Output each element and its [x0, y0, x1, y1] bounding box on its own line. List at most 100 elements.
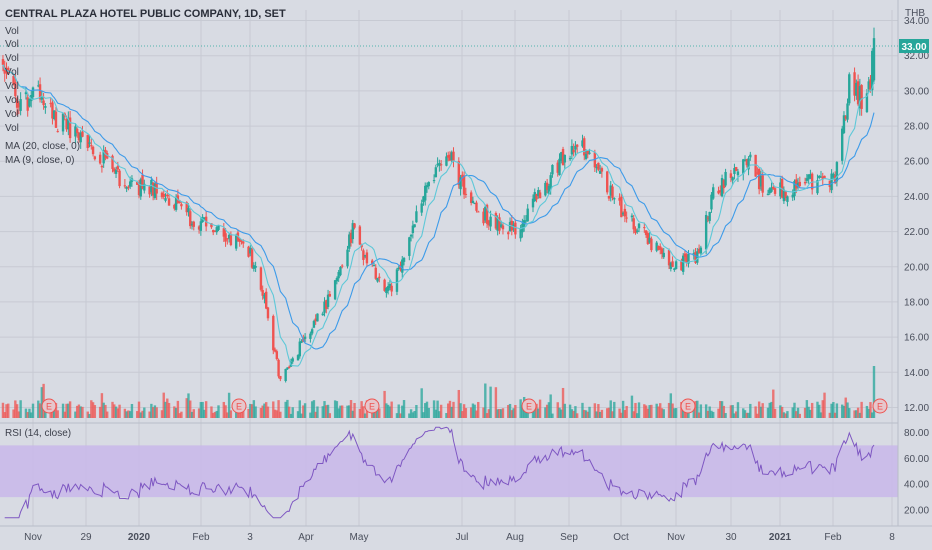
volume-bar	[674, 408, 678, 418]
volume-bar	[263, 403, 266, 418]
candle-up	[31, 86, 35, 100]
candle-up	[805, 173, 809, 184]
candle-down	[265, 288, 268, 310]
legend-vol[interactable]: Vol	[5, 123, 19, 134]
volume-bar	[512, 408, 515, 418]
volume-bar	[773, 408, 777, 418]
candle-down	[192, 220, 195, 231]
grid-lines	[0, 10, 898, 526]
candle-down	[475, 200, 478, 213]
volume-bar	[452, 401, 455, 418]
earnings-marker[interactable]: E	[521, 398, 537, 414]
legend-vol[interactable]: Vol	[5, 81, 19, 92]
indicator-legend[interactable]: Vol Vol Vol Vol Vol Vol Vol Vol MA (20, …	[5, 26, 80, 166]
volume-bar	[795, 411, 798, 418]
candle-down	[325, 299, 328, 314]
candle-up	[673, 267, 676, 272]
candle-down	[383, 278, 386, 292]
candle-up	[339, 266, 342, 277]
volume-bar	[402, 400, 406, 418]
volume-bar	[309, 412, 312, 418]
volume-bar	[118, 404, 121, 418]
earnings-marker[interactable]: E	[231, 398, 247, 414]
earnings-marker[interactable]: E	[680, 398, 696, 414]
volume-bar	[660, 408, 664, 418]
candle-up	[819, 170, 823, 178]
legend-ma-9[interactable]: MA (9, close, 0)	[5, 155, 74, 166]
volume-bar	[79, 406, 82, 418]
candle-up	[598, 164, 602, 174]
earnings-marker[interactable]: E	[364, 398, 380, 414]
candle-up	[74, 123, 77, 144]
earnings-marker[interactable]: E	[872, 398, 888, 414]
legend-vol[interactable]: Vol	[5, 109, 19, 120]
candle-up	[28, 98, 31, 108]
candle-down	[213, 230, 217, 233]
legend-vol[interactable]: Vol	[5, 95, 19, 106]
volume-bar	[3, 412, 6, 418]
volume-bar	[130, 403, 134, 418]
volume-bar	[471, 403, 475, 418]
legend-vol[interactable]: Vol	[5, 53, 19, 64]
volume-bar	[871, 412, 874, 418]
volume-bar	[265, 402, 268, 418]
candle-down	[100, 164, 104, 173]
volume-bar	[469, 407, 473, 418]
volume-bar	[125, 411, 128, 418]
volume-bar	[780, 406, 784, 418]
volume-bar	[613, 401, 616, 418]
legend-vol[interactable]: Vol	[5, 39, 19, 50]
legend-ma-20[interactable]: MA (20, close, 0)	[5, 141, 80, 152]
volume-bar	[199, 402, 203, 418]
candle-down	[618, 193, 621, 206]
volume-bar	[535, 403, 538, 418]
candle-up	[411, 220, 415, 239]
legend-vol[interactable]: Vol	[5, 67, 19, 78]
volume-bar	[494, 387, 498, 418]
candle-down	[197, 225, 201, 234]
candle-down	[42, 93, 45, 110]
volume-bar	[556, 402, 559, 418]
candle-down	[683, 250, 687, 262]
volume-bar	[757, 401, 761, 418]
candle-up	[558, 153, 561, 176]
candle-up	[296, 354, 300, 361]
volume-bar	[697, 412, 701, 418]
volume-bar	[346, 405, 349, 418]
candle-down	[487, 219, 491, 230]
time-label: Nov	[24, 532, 42, 543]
volume-bar	[284, 401, 287, 418]
volume-bar	[551, 413, 554, 418]
volume-bar	[323, 401, 326, 418]
candle-up	[114, 166, 118, 179]
candle-up	[445, 152, 448, 167]
earnings-marker[interactable]: E	[41, 398, 57, 414]
candle-up	[581, 134, 584, 148]
candle-down	[224, 227, 227, 247]
time-label: Oct	[613, 532, 629, 543]
volume-bar	[770, 401, 773, 418]
volume-bar	[337, 408, 340, 418]
volume-bar	[413, 410, 416, 418]
candle-down	[17, 101, 21, 115]
candle-down	[507, 230, 510, 240]
volume-bar	[197, 408, 201, 418]
candle-up	[835, 161, 839, 187]
candle-down	[1, 55, 5, 72]
volume-bar	[150, 403, 153, 418]
candle-down	[277, 358, 280, 379]
price-tick-label: 26.00	[904, 157, 929, 168]
volume-bar	[856, 407, 860, 418]
volume-bar	[756, 413, 759, 418]
volume-bar	[724, 413, 727, 418]
candle-up	[743, 155, 747, 162]
candle-up	[648, 232, 651, 244]
volume-bar	[759, 406, 763, 418]
candle-up	[309, 331, 312, 343]
volume-bar	[484, 383, 487, 418]
candle-up	[782, 186, 786, 204]
legend-vol[interactable]: Vol	[5, 26, 19, 37]
time-label: Jul	[456, 532, 469, 543]
